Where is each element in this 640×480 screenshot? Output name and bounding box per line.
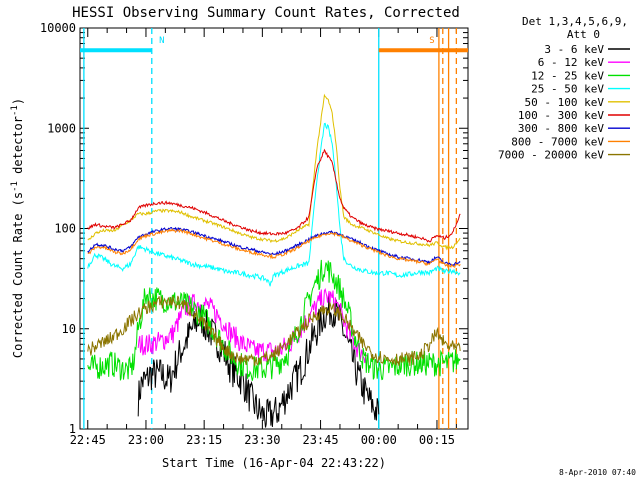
y-tick-label: 10000 — [40, 21, 76, 35]
series-line — [87, 259, 461, 381]
series-lines — [87, 93, 461, 428]
series-line — [137, 288, 368, 364]
legend-label: 3 - 6 keV — [544, 43, 604, 56]
flag-markers — [80, 28, 468, 429]
series-line — [87, 228, 461, 269]
legend-label: 6 - 12 keV — [538, 56, 605, 69]
series-line — [87, 226, 461, 267]
y-axis-label: Corrected Count Rate (s-1 detector-1) — [10, 98, 25, 358]
plot-frame — [79, 27, 469, 430]
legend-label: 12 - 25 keV — [531, 69, 604, 82]
legend-label: 100 - 300 keV — [518, 109, 604, 122]
series-line — [87, 122, 461, 287]
legend-header-1: Det 1,3,4,5,6,9, — [522, 15, 628, 28]
y-tick-label: 1 — [69, 422, 76, 436]
series-line — [87, 148, 461, 243]
legend-label: 800 - 7000 keV — [511, 135, 604, 148]
x-tick-label: 22:45 — [70, 433, 106, 447]
chart-title: HESSI Observing Summary Count Rates, Cor… — [72, 5, 460, 21]
x-tick-label: 00:15 — [419, 433, 455, 447]
x-axis: 22:45 23:00 23:15 23:30 23:45 00:00 00:15 — [70, 28, 457, 447]
y-tick-label: 100 — [54, 222, 76, 236]
y-axis: 1 10 100 1000 10000 — [40, 21, 468, 436]
y-tick-label: 10 — [62, 322, 76, 336]
x-tick-label: 23:15 — [186, 433, 222, 447]
x-tick-label: 23:00 — [128, 433, 164, 447]
legend-label: 25 - 50 keV — [531, 83, 604, 96]
x-tick-label: 23:30 — [244, 433, 280, 447]
flag-label: N — [159, 36, 164, 46]
legend-label: 300 - 800 keV — [518, 122, 604, 135]
series-line — [87, 295, 461, 366]
x-tick-label: 23:45 — [302, 433, 338, 447]
legend-label: 7000 - 20000 keV — [498, 149, 604, 162]
x-tick-label: 00:00 — [361, 433, 397, 447]
timestamp: 8-Apr-2010 07:40 — [559, 468, 636, 477]
y-tick-label: 1000 — [47, 121, 76, 135]
x-axis-label: Start Time (16-Apr-04 22:43:22) — [162, 456, 386, 470]
flag-label: S — [429, 36, 434, 46]
legend-label: 50 - 100 keV — [525, 96, 605, 109]
legend-header-2: Att 0 — [567, 28, 600, 41]
series-line — [87, 93, 461, 251]
